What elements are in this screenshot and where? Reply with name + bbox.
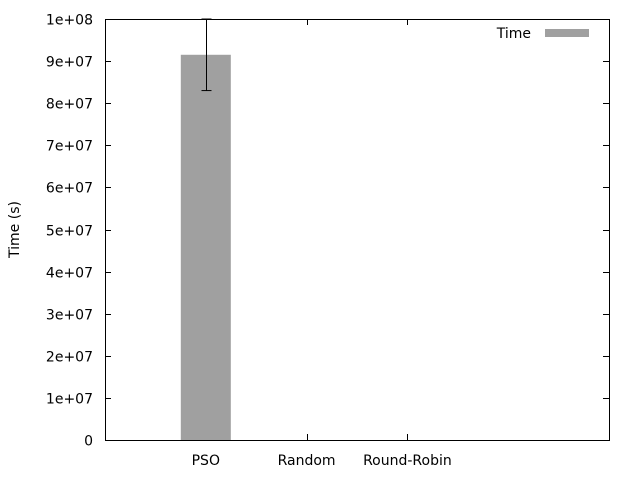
plot-area: 0 1e+07 2e+07 3e+07 4e+07 5e+07 6e+07 7e+07 8e+0… — [7, 13, 610, 469]
legend-label: Time — [496, 26, 531, 42]
y-axis-label: Time (s) — [7, 201, 23, 259]
x-tick-label: Round-Robin — [363, 453, 452, 469]
y-tick-label: 1e+08 — [46, 13, 93, 29]
x-tick-label: Random — [278, 453, 336, 469]
y-tick-label: 6e+07 — [46, 181, 93, 197]
bar — [180, 54, 231, 440]
y-tick-label: 0 — [84, 434, 93, 450]
y-tick-label: 2e+07 — [46, 350, 93, 366]
legend-swatch — [545, 29, 589, 37]
y-tick-label: 3e+07 — [46, 308, 93, 324]
y-tick-label: 8e+07 — [46, 97, 93, 113]
y-tick-label: 4e+07 — [46, 266, 93, 282]
y-tick-label: 5e+07 — [46, 224, 93, 240]
y-tick-label: 7e+07 — [46, 139, 93, 155]
x-tick-label: PSO — [192, 453, 220, 469]
y-tick-label: 9e+07 — [46, 55, 93, 71]
y-tick-label: 1e+07 — [46, 392, 93, 408]
